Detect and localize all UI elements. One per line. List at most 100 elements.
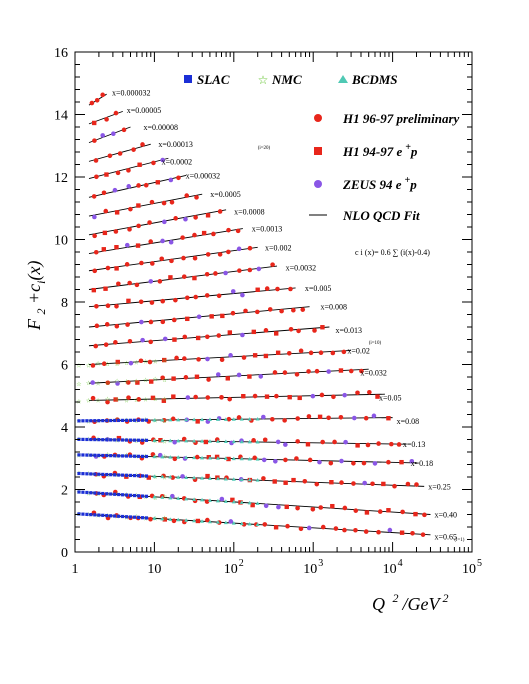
bcdms-point (215, 417, 220, 421)
nmc-point: ☆ (95, 398, 100, 405)
zeus-point (352, 415, 357, 421)
zeus-point (223, 270, 228, 276)
h1-96-97-point (160, 298, 166, 304)
slac-point (89, 437, 93, 442)
slac-point (113, 514, 117, 518)
h1-96-97-point (105, 303, 111, 308)
h1-94-97-point (168, 275, 173, 280)
h1-96-97-point (92, 233, 97, 239)
h1-96-97-point (291, 307, 296, 313)
bcdms-point (168, 495, 173, 500)
h1-94-97-point (272, 479, 277, 484)
bcdms-point (215, 476, 220, 481)
h1-96-97-point (363, 415, 369, 421)
x-tick-exponent: 5 (477, 558, 482, 569)
zeus-point (310, 393, 316, 399)
bcdms-point (247, 439, 252, 444)
h1-94-97-point (364, 510, 370, 515)
h1-94-97-point (171, 394, 176, 399)
h1-96-97-point (331, 394, 336, 400)
zeus-point (92, 214, 97, 220)
slac-point (144, 418, 149, 422)
h1-96-97-point (103, 342, 109, 347)
h1-96-97-point (351, 481, 356, 486)
bcdms-point (152, 494, 157, 499)
h1-96-97-point (294, 372, 300, 377)
zeus-point (160, 238, 165, 244)
h1-94-97-point (330, 503, 335, 509)
h1-94-97-point (161, 398, 167, 403)
h1-94-97-point (230, 497, 235, 503)
zeus-point (140, 337, 145, 343)
fit-curve (88, 209, 227, 236)
h1-96-97-point (420, 532, 426, 537)
h1-96-97-point (105, 380, 111, 386)
slac-point (125, 515, 129, 519)
nmc-point: ☆ (86, 380, 91, 387)
nmc-point: ☆ (76, 381, 81, 388)
h1-94-97-point (386, 508, 391, 513)
h1-94-97-point (287, 394, 292, 400)
slac-point (93, 513, 97, 517)
bcdms-point (184, 496, 189, 501)
nmc-point: ☆ (95, 361, 100, 368)
h1-96-97-point (114, 303, 119, 309)
zeus-point (172, 439, 177, 445)
zeus-point (183, 216, 188, 222)
h1-94-97-point (195, 335, 201, 341)
offset-formula: c i (x)= 0.6 ∑ (i(x)-0.4) (355, 248, 430, 257)
h1-96-97-point (138, 358, 144, 364)
bcdms-point (215, 498, 220, 503)
zeus-point (124, 242, 130, 248)
nmc-point: ☆ (162, 418, 167, 425)
h1-96-97-point (247, 245, 253, 251)
h1-96-97-point (116, 281, 121, 287)
h1-94-97-point (320, 325, 325, 330)
h1-96-97-point (148, 339, 154, 345)
h1-96-97-point (302, 478, 308, 484)
h1-96-97-point (148, 516, 153, 522)
slac-point (121, 473, 125, 477)
bcdms-point (200, 439, 205, 443)
bin-label: x=0.65 (434, 532, 457, 541)
h1-96-97-point (314, 481, 320, 487)
h1-96-97-point (332, 439, 337, 445)
bcdms-point (231, 499, 236, 504)
bcdms-point (247, 522, 252, 526)
h1-96-97-point (241, 522, 247, 527)
h1-96-97-point (182, 334, 188, 340)
h1-96-97-point (125, 322, 130, 327)
bin-label: x=0.0008 (234, 207, 265, 216)
slac-point (101, 472, 105, 476)
h1-96-97-point (243, 308, 248, 314)
h1-94-97-point (251, 329, 256, 335)
bcdms-point (176, 417, 181, 422)
slac-point (117, 418, 121, 423)
bin-label: x=0.005 (305, 284, 332, 293)
zeus-point (205, 356, 210, 362)
h1-94-97-point (104, 172, 109, 177)
h1-96-97-point (107, 153, 113, 159)
h1-94-97-point (227, 330, 233, 335)
h1-96-97-point (241, 355, 247, 360)
bcdms-point (192, 497, 197, 501)
h1-94-97-point (338, 368, 344, 373)
h1-94-97-point (413, 511, 418, 517)
slac-point (144, 474, 149, 478)
x-tick-label: 1 (72, 562, 79, 577)
nmc-point: ☆ (143, 377, 148, 384)
h1-96-97-point (405, 481, 411, 487)
slac-point (125, 473, 129, 477)
h1-96-97-point (219, 357, 225, 362)
bcdms-point (152, 418, 157, 422)
zeus-point (219, 496, 225, 502)
h1-96-97-point (160, 375, 165, 381)
slac-point (109, 418, 113, 423)
slac-point (81, 453, 85, 457)
x-tick-label: 10 (147, 562, 161, 577)
h1-96-97-point (219, 395, 224, 400)
h1-94-97-point (116, 435, 122, 441)
h1-94-97-point (101, 247, 106, 252)
slac-point (136, 515, 141, 520)
h1-96-97-point (103, 208, 109, 214)
